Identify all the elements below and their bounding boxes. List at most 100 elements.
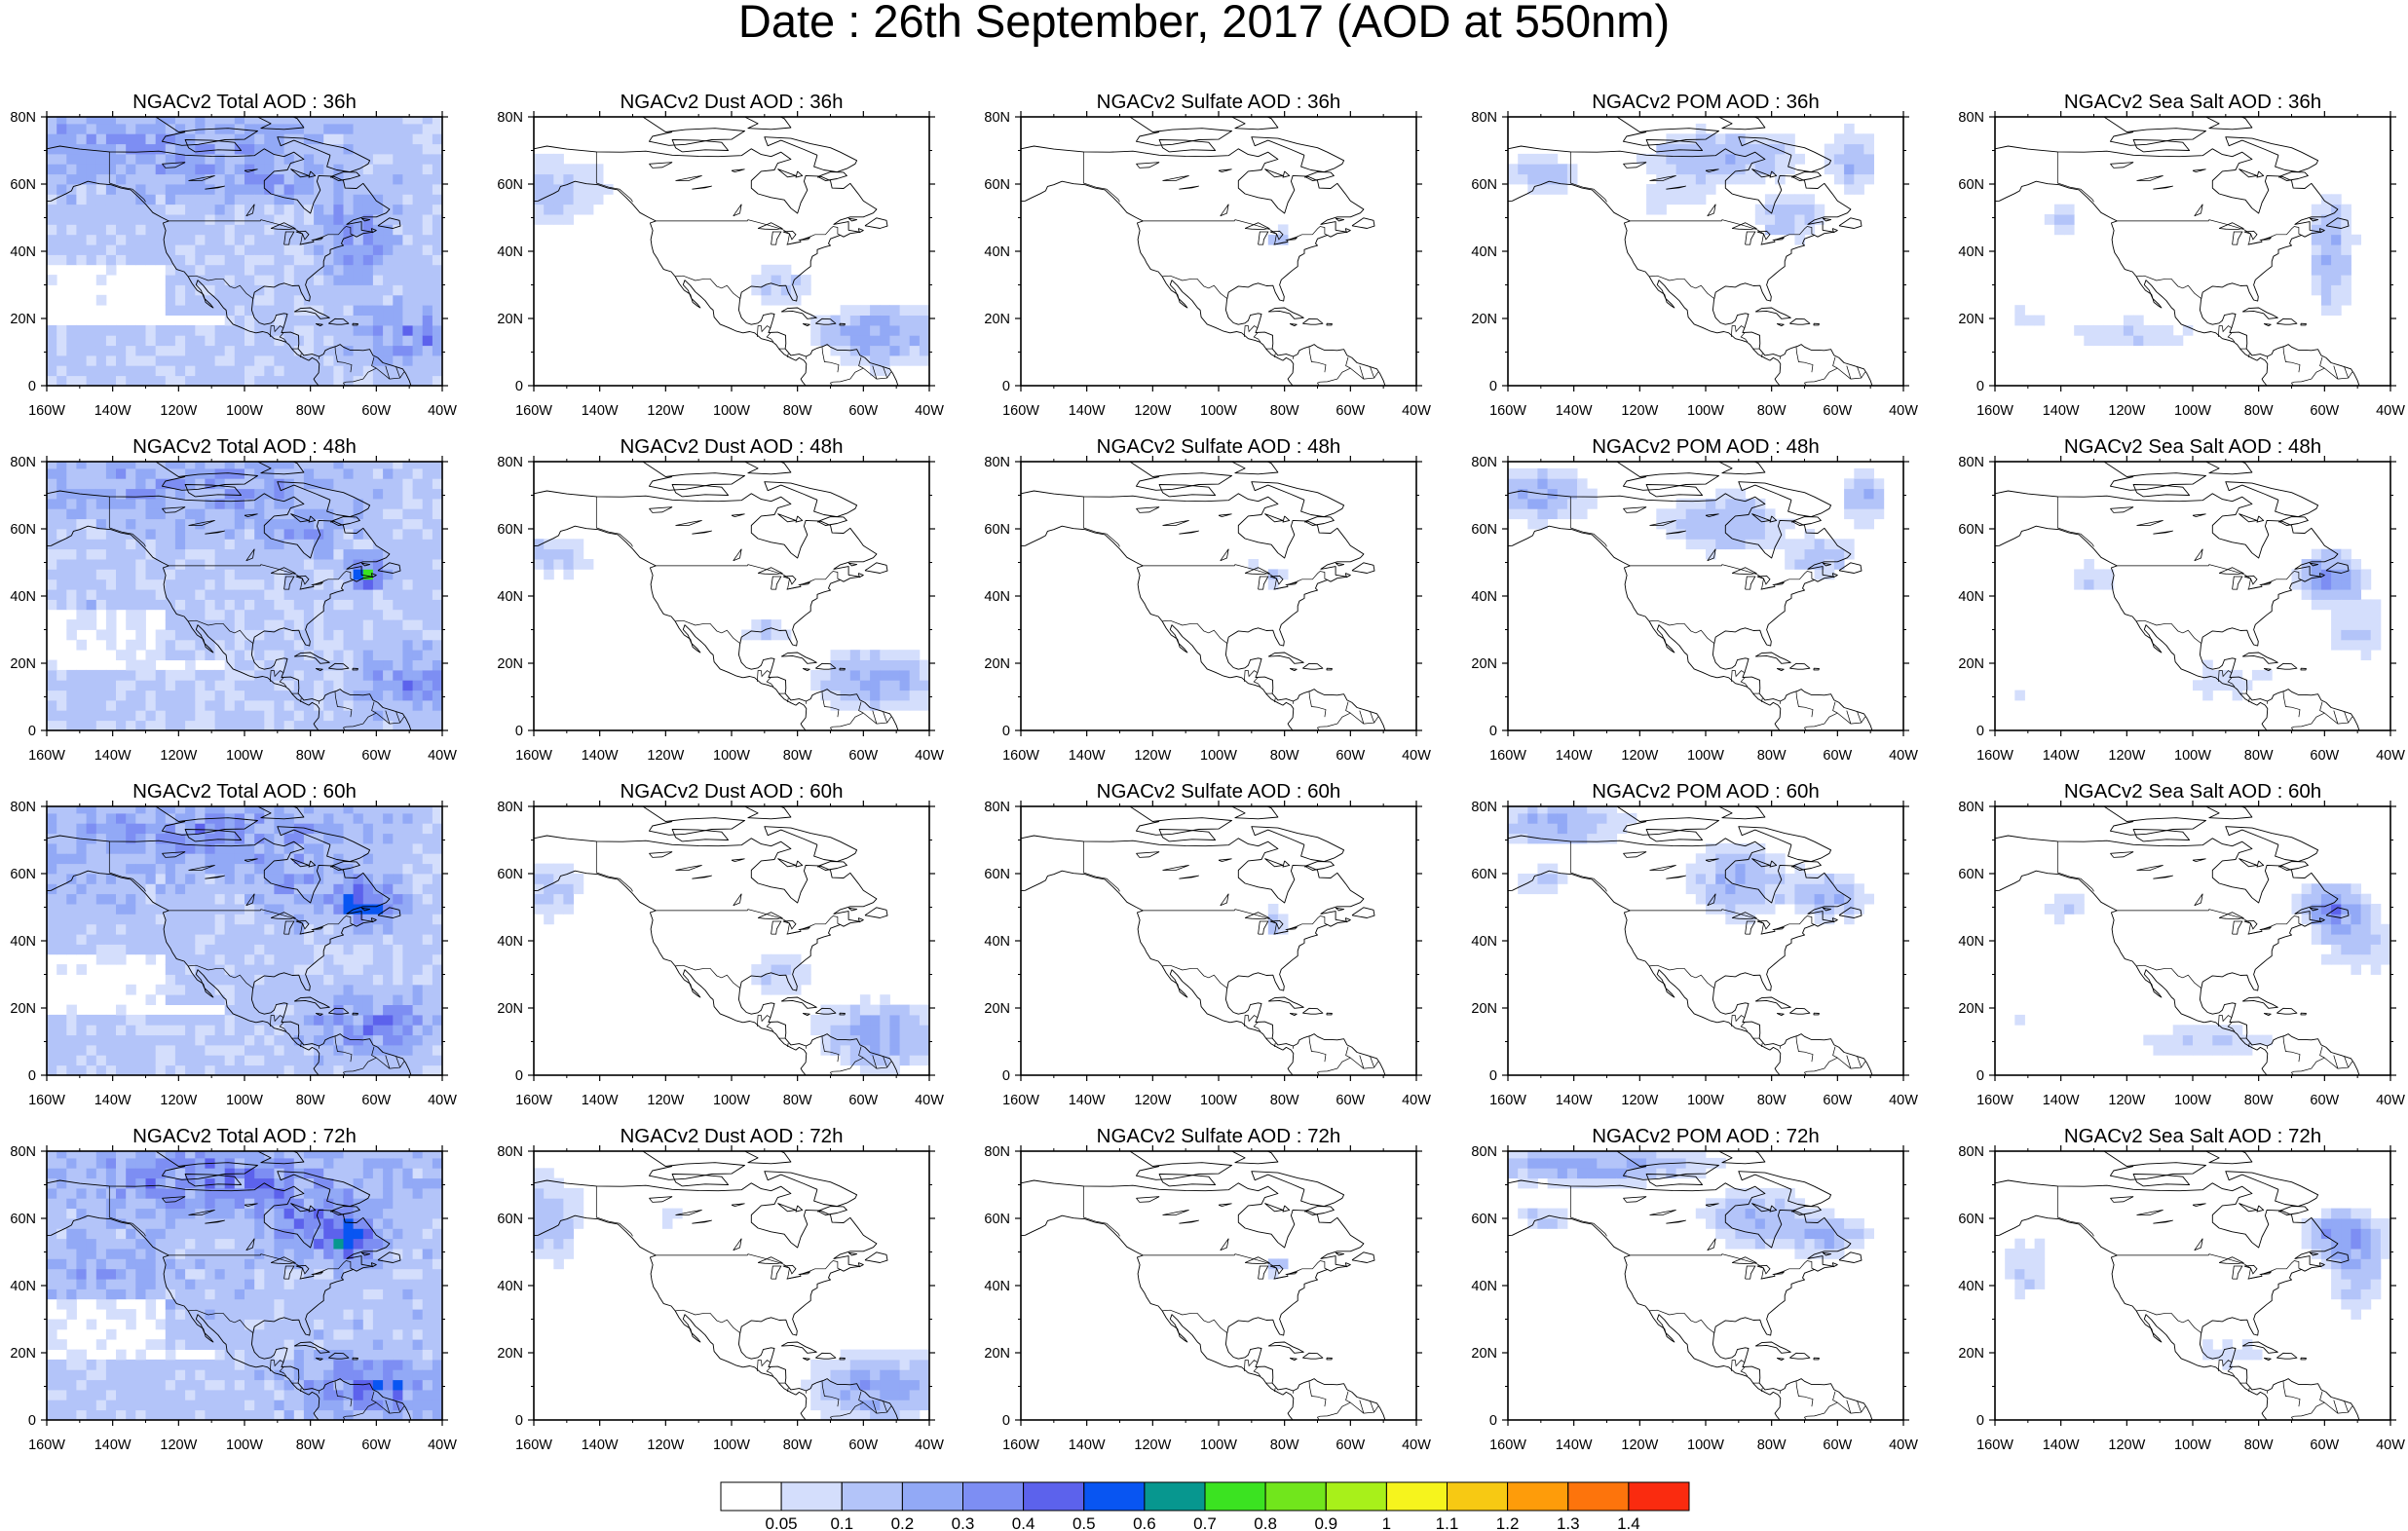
lon-tick-label: 120W [1134, 1438, 1171, 1453]
lon-tick-label: 100W [1200, 1093, 1237, 1108]
coastline [1335, 907, 1345, 912]
lake-outline [1258, 1265, 1269, 1280]
coastline [1021, 180, 1295, 386]
lake-outline [733, 548, 742, 562]
lon-tick-label: 120W [1621, 1093, 1658, 1108]
coastline [377, 1251, 401, 1263]
coastline [47, 1214, 320, 1420]
country-border [1359, 1055, 1365, 1069]
coastline [857, 917, 864, 923]
lat-tick-label: 20N [1471, 1346, 1497, 1362]
country-border [371, 701, 377, 714]
coastline [764, 136, 858, 173]
coastline [1508, 180, 1782, 386]
country-border [279, 677, 287, 688]
lon-tick-label: 120W [2108, 1438, 2145, 1453]
lat-tick-label: 80N [10, 110, 36, 126]
lat-tick-label: 0 [1976, 1068, 1984, 1084]
coastline [857, 1262, 864, 1268]
colorbar-level-label: 1.3 [1557, 1514, 1580, 1531]
coastline [377, 217, 401, 229]
country-border [1832, 356, 1838, 369]
coastline [2225, 1171, 2319, 1208]
coastline [1344, 573, 1351, 579]
lon-tick-label: 140W [1069, 403, 1106, 419]
colorbar: 0.05 0.1 0.2 0.3 0.4 0.5 0.6 0.7 0.8 0.9 1 1.1 1.2 1.… [720, 1481, 1690, 1531]
lat-tick-label: 20N [1471, 1001, 1497, 1017]
lake-outline [162, 162, 186, 168]
lake-outline [692, 875, 712, 879]
coastline [1231, 117, 1279, 131]
country-border [385, 710, 391, 725]
coastline [1231, 806, 1279, 820]
country-border [1345, 701, 1351, 714]
coastline [817, 171, 847, 181]
lake-outline [245, 548, 255, 562]
lon-tick-label: 160W [28, 748, 65, 764]
country-border [821, 1035, 840, 1063]
country-border [1345, 1046, 1351, 1059]
coastline [370, 917, 377, 923]
coastline [155, 462, 258, 491]
aod-field [1021, 806, 1416, 1075]
coastline [1831, 573, 1838, 579]
coastline [1995, 870, 2269, 1075]
country-border [1244, 1360, 1259, 1372]
country-border [757, 1360, 771, 1372]
coastline [1776, 668, 1785, 672]
coastline [802, 1013, 810, 1017]
country-border [1162, 1309, 1228, 1333]
coastline [1831, 1262, 1838, 1268]
lat-tick-label: 0 [1002, 1413, 1010, 1429]
lon-tick-label: 40W [2376, 748, 2405, 764]
lake-outline [1707, 1238, 1716, 1251]
coastline [1351, 562, 1375, 574]
lon-tick-label: 60W [1336, 748, 1365, 764]
coastline [1129, 806, 1232, 836]
coastline [1326, 1012, 1333, 1016]
panel-title: NGACv2 Sulfate AOD : 72h [1097, 1125, 1341, 1147]
lat-tick-label: 80N [1958, 455, 1984, 470]
coastline [780, 996, 817, 1009]
coastline [2300, 1357, 2307, 1361]
coastline [308, 170, 317, 178]
coastline [1822, 562, 1832, 567]
coastline [671, 484, 730, 498]
lat-tick-label: 60N [497, 867, 523, 882]
country-border [1274, 1387, 1276, 1393]
lake-outline [733, 1238, 742, 1251]
coastline [1751, 858, 1771, 868]
coastline [780, 652, 817, 664]
country-border [2248, 1387, 2250, 1393]
lat-tick-label: 60N [984, 1212, 1010, 1227]
lake-outline [1162, 1210, 1189, 1215]
coastline [1789, 1007, 1811, 1015]
country-border [1740, 332, 1749, 343]
lake-outline [2232, 1265, 2243, 1280]
country-border [1761, 1387, 1763, 1393]
lon-tick-label: 160W [1489, 1438, 1526, 1453]
lat-tick-label: 0 [515, 379, 523, 394]
lake-outline [2153, 185, 2173, 190]
lake-outline [2136, 865, 2163, 871]
lake-outline [162, 851, 186, 858]
coastline [815, 1352, 837, 1360]
coastline [1158, 829, 1217, 842]
aod-field [1995, 117, 2390, 386]
coastline [1251, 481, 1345, 518]
lake-outline [1218, 858, 1232, 863]
country-border [1630, 1253, 1815, 1280]
coastline [817, 1206, 847, 1215]
country-border [334, 1380, 353, 1407]
lake-outline [329, 176, 334, 178]
lat-tick-label: 20N [1471, 312, 1497, 327]
lon-tick-label: 100W [713, 1438, 750, 1453]
country-border [858, 356, 864, 369]
coastline [2309, 562, 2319, 567]
colorbar-swatch [780, 1481, 843, 1512]
lon-tick-label: 60W [2310, 403, 2339, 419]
coastline [2241, 652, 2278, 664]
country-border [2117, 909, 2302, 935]
country-border [1359, 365, 1365, 380]
panel-title: NGACv2 Dust AOD : 60h [620, 780, 843, 803]
